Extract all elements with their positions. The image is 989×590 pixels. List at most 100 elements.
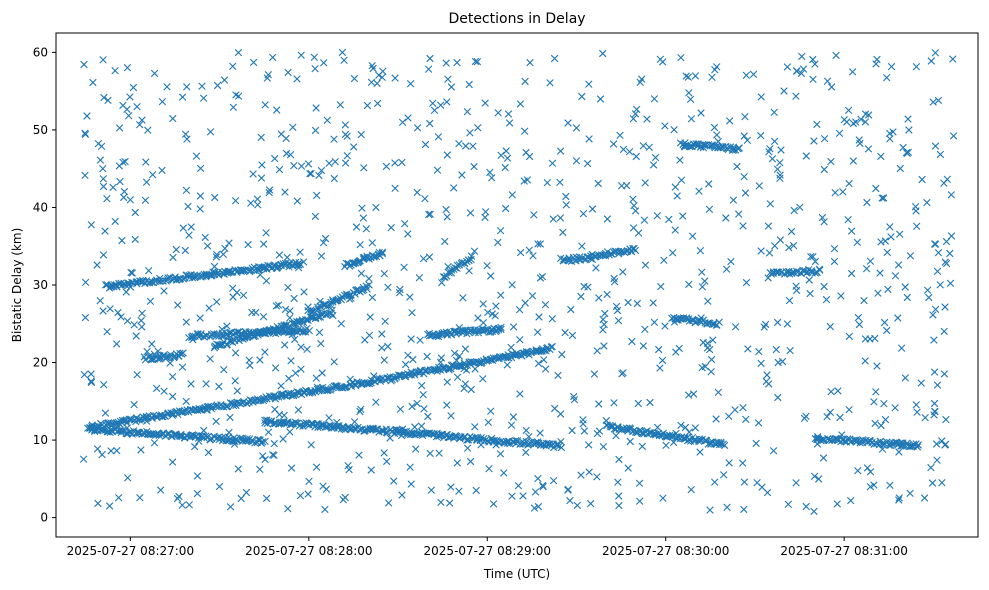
scatter-point bbox=[81, 278, 90, 286]
scatter-point bbox=[550, 54, 559, 63]
scatter-point bbox=[264, 428, 273, 436]
scatter-point bbox=[459, 294, 467, 302]
scatter-point bbox=[182, 186, 191, 194]
scatter-point bbox=[447, 483, 455, 491]
scatter-point bbox=[443, 272, 451, 280]
scatter-point bbox=[595, 400, 603, 408]
scatter-point bbox=[856, 139, 864, 148]
scatter-point bbox=[215, 482, 224, 491]
scatter-point bbox=[911, 203, 920, 211]
scatter-point bbox=[494, 238, 502, 247]
scatter-point bbox=[913, 408, 921, 416]
scatter-point bbox=[725, 459, 733, 467]
scatter-point bbox=[638, 75, 646, 83]
x-tick-label: 2025-07-27 08:27:00 bbox=[67, 544, 194, 558]
scatter-point bbox=[757, 131, 765, 140]
scatter-point bbox=[929, 311, 937, 319]
scatter-point bbox=[225, 428, 233, 437]
scatter-point bbox=[152, 384, 161, 393]
scatter-point bbox=[303, 345, 311, 353]
scatter-point bbox=[934, 96, 943, 105]
scatter-point bbox=[741, 189, 750, 197]
scatter-point bbox=[466, 129, 474, 137]
scatter-point bbox=[740, 132, 748, 140]
scatter-point bbox=[616, 131, 624, 139]
scatter-point bbox=[412, 445, 420, 453]
scatter-point bbox=[878, 445, 887, 453]
scatter-point bbox=[830, 245, 839, 253]
scatter-point bbox=[548, 159, 557, 167]
scatter-point bbox=[159, 277, 167, 285]
scatter-point bbox=[906, 489, 914, 497]
scatter-point bbox=[368, 239, 376, 247]
scatter-point bbox=[735, 144, 743, 152]
scatter-point bbox=[753, 479, 761, 487]
scatter-point bbox=[739, 459, 747, 467]
scatter-point bbox=[770, 137, 779, 145]
scatter-point bbox=[81, 171, 89, 179]
scatter-point bbox=[275, 251, 284, 259]
scatter-point bbox=[109, 183, 117, 192]
scatter-point bbox=[406, 293, 414, 301]
scatter-point bbox=[536, 429, 544, 437]
scatter-point bbox=[607, 423, 615, 431]
scatter-point bbox=[820, 165, 828, 174]
scatter-point bbox=[827, 157, 835, 166]
scatter-point bbox=[270, 451, 278, 459]
scatter-point bbox=[685, 280, 693, 289]
scatter-point bbox=[416, 336, 424, 344]
scatter-point bbox=[435, 330, 444, 338]
scatter-point bbox=[111, 67, 119, 75]
scatter-point bbox=[832, 51, 840, 60]
scatter-point bbox=[185, 271, 193, 280]
scatter-point bbox=[372, 203, 380, 212]
scatter-point bbox=[810, 472, 819, 480]
scatter-point bbox=[425, 253, 434, 261]
scatter-point bbox=[286, 314, 294, 322]
scatter-point bbox=[661, 122, 669, 130]
scatter-point bbox=[516, 248, 525, 257]
scatter-point bbox=[407, 480, 415, 488]
scatter-point bbox=[508, 492, 516, 500]
scatter-point bbox=[90, 426, 99, 434]
scatter-point bbox=[649, 161, 658, 169]
scatter-point bbox=[257, 439, 266, 447]
scatter-point bbox=[375, 71, 383, 79]
scatter-point bbox=[196, 314, 204, 322]
scatter-point bbox=[384, 283, 392, 291]
scatter-point bbox=[226, 267, 234, 276]
scatter-point bbox=[339, 496, 347, 504]
plot-frame bbox=[55, 32, 979, 538]
scatter-point bbox=[776, 236, 785, 244]
scatter-point bbox=[844, 106, 853, 114]
scatter-point bbox=[508, 191, 516, 199]
scatter-point bbox=[319, 239, 328, 247]
scatter-point bbox=[442, 59, 450, 67]
scatter-point bbox=[346, 375, 354, 383]
scatter-point bbox=[872, 184, 880, 193]
scatter-point bbox=[114, 308, 122, 317]
scatter-point bbox=[587, 254, 595, 263]
scatter-point bbox=[206, 355, 214, 363]
scatter-point bbox=[136, 494, 144, 502]
scatter-point bbox=[914, 441, 922, 449]
scatter-point bbox=[107, 283, 115, 291]
scatter-point bbox=[116, 177, 124, 186]
scatter-point bbox=[595, 294, 603, 302]
scatter-point bbox=[525, 246, 533, 254]
scatter-point bbox=[501, 163, 509, 172]
scatter-point bbox=[370, 372, 378, 380]
scatter-point bbox=[497, 291, 505, 299]
scatter-point bbox=[479, 300, 487, 308]
axes: 2025-07-27 08:27:00 2025-07-27 08:28:00 20… bbox=[33, 45, 908, 558]
scatter-point bbox=[308, 419, 316, 428]
scatter-point bbox=[265, 417, 273, 425]
scatter-point bbox=[141, 196, 150, 204]
scatter-point bbox=[443, 151, 451, 159]
scatter-point bbox=[696, 247, 705, 255]
scatter-point bbox=[453, 373, 462, 381]
scatter-point bbox=[941, 303, 949, 311]
scatter-point bbox=[768, 155, 777, 163]
scatter-point bbox=[901, 374, 909, 382]
